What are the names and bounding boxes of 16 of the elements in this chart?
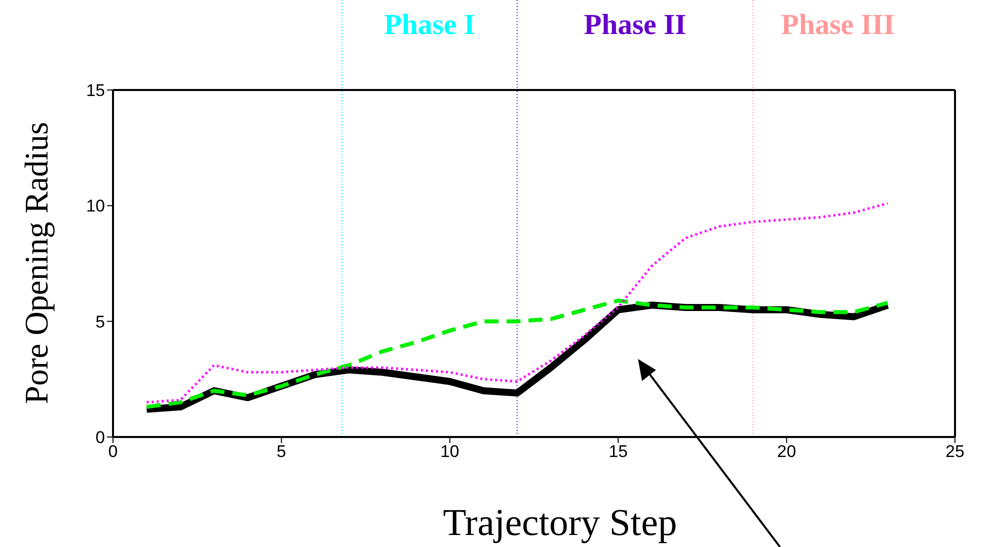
x-tick-label: 0 — [108, 442, 118, 462]
line-series — [145, 202, 889, 404]
y-axis-title: Pore Opening Radius — [20, 122, 56, 404]
x-tick-label: 10 — [440, 442, 460, 462]
x-axis-title: Trajectory Step — [443, 502, 677, 544]
ref-line-label: Phase II — [584, 9, 686, 41]
y-tick-label: 0 — [96, 428, 105, 448]
y-tick-label: 15 — [86, 81, 105, 100]
ref-line-label: Phase III — [781, 9, 895, 41]
x-tick-label: 5 — [276, 442, 286, 462]
x-tick-label: 25 — [946, 442, 964, 462]
x-tick-label: 20 — [777, 442, 796, 462]
y-tick-label: 5 — [96, 312, 105, 332]
ref-line-label: Phase I — [384, 9, 476, 41]
x-tick-label: 15 — [608, 442, 628, 462]
y-tick-label: 10 — [86, 196, 105, 216]
